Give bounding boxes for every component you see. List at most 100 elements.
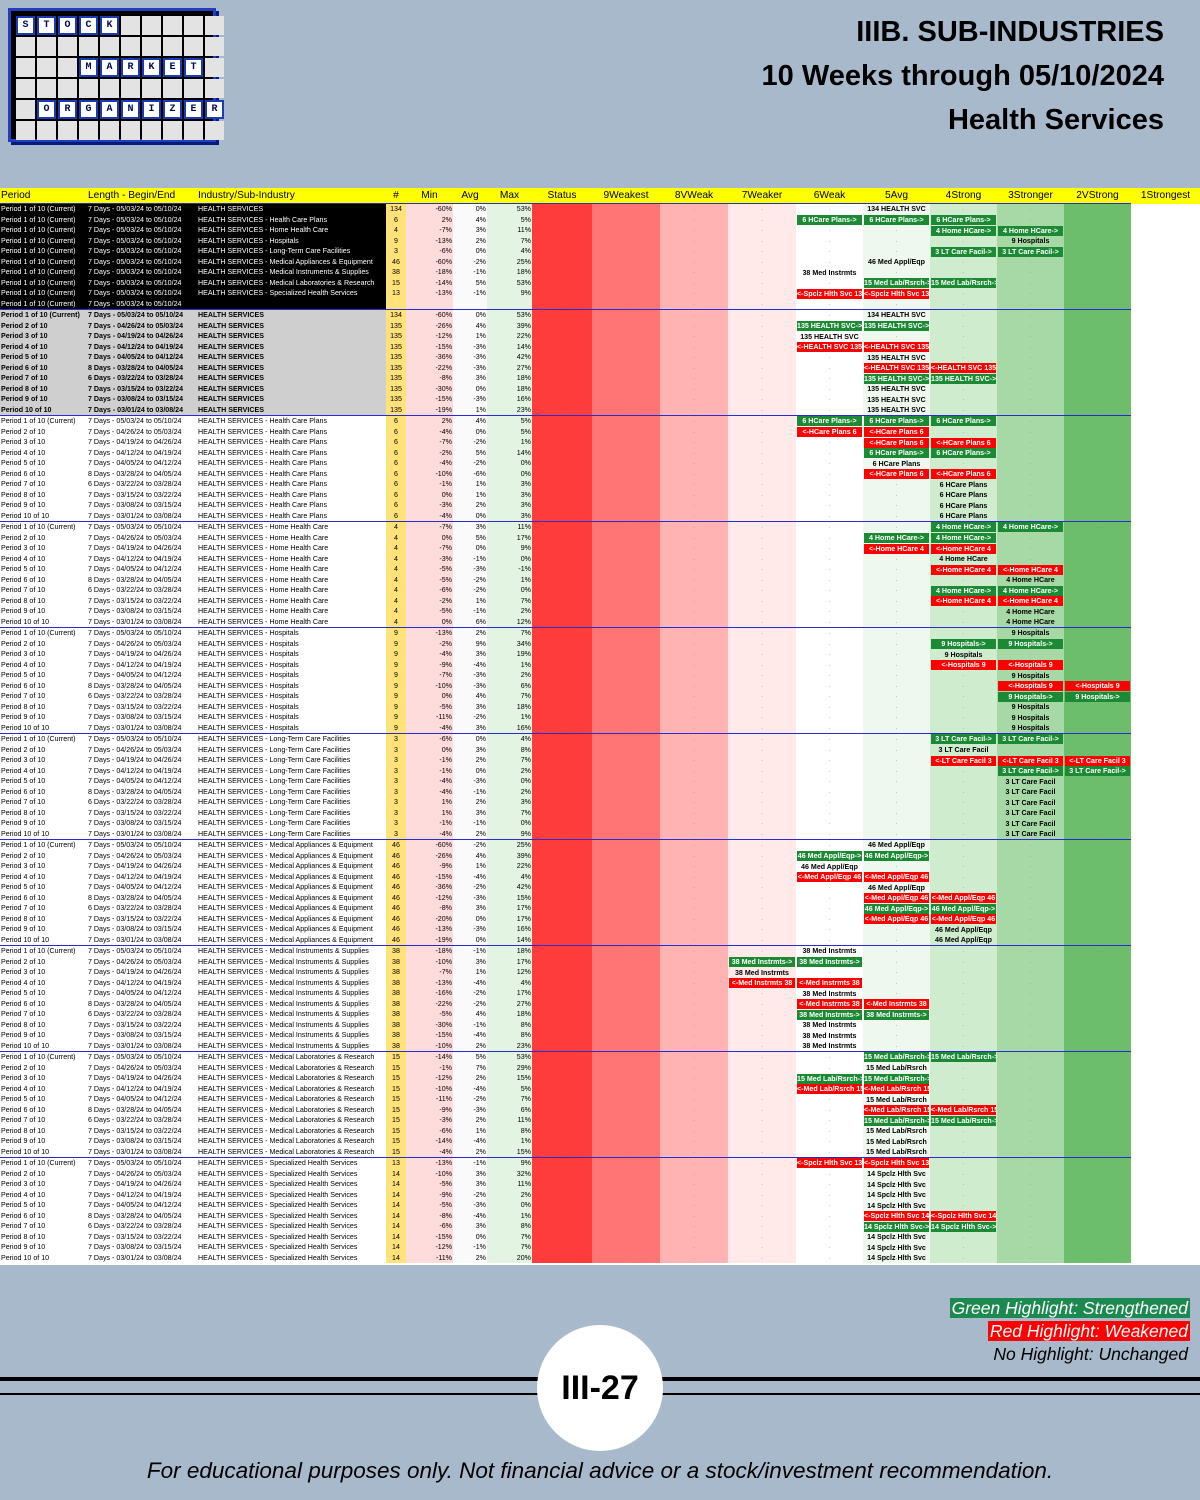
- band-cell: .: [997, 383, 1064, 394]
- band-cell: .: [532, 977, 592, 988]
- avg-cell: 2%: [453, 755, 487, 766]
- band-cell: .: [592, 1083, 660, 1094]
- band-cell: .: [592, 479, 660, 490]
- min-cell: -5%: [406, 1200, 453, 1211]
- band-cell: .: [660, 1179, 728, 1190]
- logo-cell: [184, 121, 203, 140]
- period-cell: Period 4 of 10: [1, 554, 46, 563]
- min-cell: -1%: [406, 818, 453, 829]
- band-cell: .: [592, 373, 660, 384]
- table-row: Period 1 of 10 (Current) 7 Days - 05/03/2…: [0, 277, 1200, 288]
- band-cell: .: [1064, 479, 1131, 490]
- max-cell: 7%: [487, 595, 532, 606]
- logo-cell: [184, 79, 203, 98]
- band-cell: .: [1064, 341, 1131, 352]
- length-cell: 7 Days - 03/01/24 to 03/08/24: [88, 1147, 182, 1156]
- max-cell: [487, 298, 532, 310]
- count-cell: 38: [386, 1040, 406, 1052]
- band-cell: .: [592, 532, 660, 543]
- period-cell: Period 7 of 10: [1, 1222, 46, 1230]
- band-cell: .: [997, 998, 1064, 1009]
- count-cell: 6: [386, 468, 406, 479]
- length-cell: 6 Days - 03/22/24 to 03/28/24: [88, 480, 182, 488]
- band-cell: .: [930, 1019, 997, 1030]
- band-cell: .: [997, 967, 1064, 978]
- min-cell: -4%: [406, 828, 453, 840]
- table-row: Period 9 of 10 7 Days - 03/08/24 to 03/15…: [0, 712, 1200, 723]
- band-cell: .: [728, 977, 796, 988]
- avg-cell: 0%: [453, 733, 487, 745]
- length-cell: 7 Days - 05/03/24 to 05/10/24: [87, 945, 197, 957]
- band-cell: .: [592, 489, 660, 500]
- min-cell: -13%: [406, 924, 453, 935]
- industry-cell: HEALTH SERVICES - Medical Instruments & …: [197, 267, 386, 278]
- period-cell: Period 7 of 10: [1, 1010, 46, 1018]
- length-cell: 7 Days - 05/03/24 to 05/10/24: [87, 1051, 197, 1063]
- band-cell: .: [997, 988, 1064, 999]
- band-cell: .: [532, 500, 592, 511]
- band-cell: .: [592, 1073, 660, 1084]
- logo-cell: [37, 79, 56, 98]
- table-row: Period 9 of 10 7 Days - 03/08/24 to 03/15…: [0, 606, 1200, 617]
- band-cell: .: [796, 649, 863, 660]
- band-cell: .: [660, 765, 728, 776]
- band-cell: .: [863, 871, 930, 882]
- industry-cell: HEALTH SERVICES - Medical Laboratories &…: [198, 1063, 375, 1072]
- period-cell: Period 3 of 10: [1, 650, 46, 658]
- band-cell: .: [930, 225, 997, 236]
- industry-cell: HEALTH SERVICES - Medical Appliances & E…: [198, 925, 373, 933]
- band-cell: .: [660, 574, 728, 585]
- period-cell: Period 1 of 10 (Current): [0, 298, 87, 310]
- band-cell: .: [997, 807, 1064, 818]
- band-cell: .: [660, 861, 728, 872]
- table-row: Period 3 of 10 7 Days - 04/19/24 to 04/26…: [0, 437, 1200, 448]
- band-cell: .: [930, 383, 997, 394]
- max-cell: 0%: [487, 553, 532, 564]
- max-cell: 11%: [487, 225, 532, 236]
- table-row: Period 1 of 10 (Current) 7 Days - 05/03/2…: [0, 256, 1200, 267]
- industry-cell: HEALTH SERVICES - Health Care Plans: [198, 459, 328, 467]
- count-cell: 3: [386, 776, 406, 787]
- band-cell: .: [1064, 553, 1131, 564]
- max-cell: 9%: [487, 828, 532, 840]
- band-cell: .: [1064, 320, 1131, 331]
- min-cell: -8%: [406, 1210, 453, 1221]
- industry-cell: HEALTH SERVICES - Medical Instruments & …: [198, 989, 369, 997]
- band-cell: .: [997, 373, 1064, 384]
- band-cell: .: [930, 203, 997, 215]
- band-cell: .: [930, 1040, 997, 1052]
- band-cell: .: [728, 352, 796, 363]
- table-row: Period 5 of 10 7 Days - 04/05/24 to 04/12…: [0, 882, 1200, 893]
- band-cell: .: [532, 1252, 592, 1263]
- table-row: Period 3 of 10 7 Days - 04/19/24 to 04/26…: [0, 649, 1200, 660]
- band-cell: .: [728, 1179, 796, 1190]
- band-cell: .: [863, 765, 930, 776]
- max-cell: 4%: [487, 977, 532, 988]
- band-cell: .: [863, 1200, 930, 1211]
- band-cell: .: [796, 670, 863, 681]
- period-cell: Period 9 of 10: [1, 1031, 46, 1039]
- length-cell: 7 Days - 03/01/24 to 03/08/24: [88, 1253, 182, 1262]
- avg-cell: -4%: [453, 1083, 487, 1094]
- industry-cell: HEALTH SERVICES - Medical Appliances & E…: [198, 935, 373, 944]
- count-cell: 6: [386, 500, 406, 511]
- length-cell: 7 Days - 04/19/24 to 04/26/24: [88, 756, 182, 764]
- band-cell: .: [592, 797, 660, 808]
- band-cell: .: [592, 1189, 660, 1200]
- band-cell: .: [532, 394, 592, 405]
- band-cell: .: [728, 871, 796, 882]
- band-cell: .: [1064, 850, 1131, 861]
- count-cell: 6: [386, 458, 406, 469]
- band-cell: .: [997, 924, 1064, 935]
- column-header: 8VWeak: [660, 188, 728, 204]
- band-cell: .: [660, 341, 728, 352]
- band-cell: .: [863, 574, 930, 585]
- band-cell: .: [660, 564, 728, 575]
- band-cell: .: [532, 437, 592, 448]
- length-cell: 7 Days - 04/05/24 to 04/12/24: [88, 777, 182, 785]
- band-cell: .: [997, 1083, 1064, 1094]
- band-cell: .: [997, 934, 1064, 946]
- industry-cell: HEALTH SERVICES - Hospitals: [198, 692, 299, 700]
- min-cell: -9%: [406, 1104, 453, 1115]
- band-cell: .: [930, 394, 997, 405]
